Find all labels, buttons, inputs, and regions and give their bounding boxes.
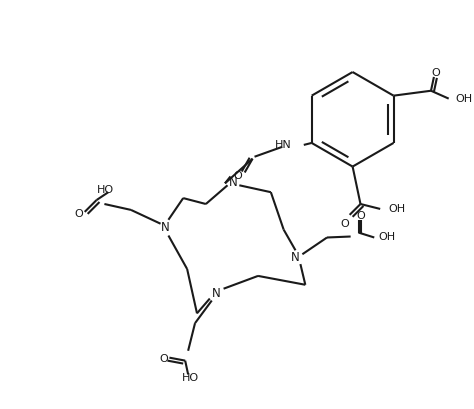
- Text: OH: OH: [456, 94, 473, 103]
- Text: OH: OH: [388, 204, 405, 214]
- Text: N: N: [161, 221, 170, 234]
- Text: O: O: [233, 171, 242, 182]
- Text: O: O: [340, 219, 349, 229]
- Text: O: O: [356, 211, 365, 221]
- Text: HO: HO: [97, 185, 114, 195]
- Text: HN: HN: [275, 140, 292, 150]
- Text: O: O: [74, 209, 83, 219]
- Text: N: N: [229, 176, 238, 189]
- Text: N: N: [212, 287, 221, 300]
- Text: O: O: [159, 354, 168, 364]
- Text: OH: OH: [378, 232, 395, 243]
- Text: HO: HO: [182, 373, 199, 383]
- Text: N: N: [291, 251, 300, 264]
- Text: O: O: [431, 68, 440, 78]
